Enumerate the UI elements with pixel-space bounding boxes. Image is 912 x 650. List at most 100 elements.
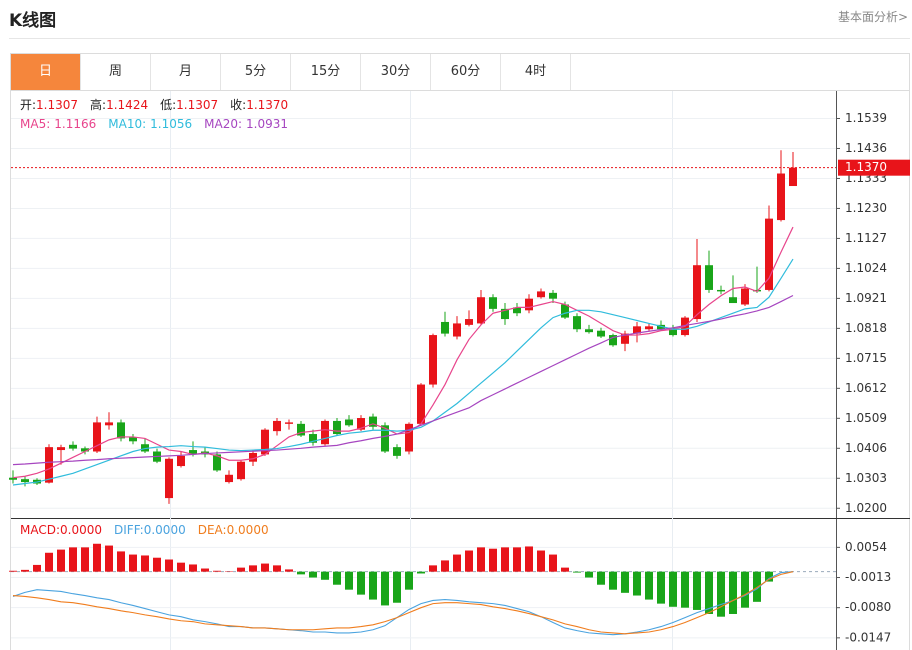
period-tab[interactable]: 月 <box>151 54 221 90</box>
macd-bar <box>69 547 77 572</box>
candle-body <box>81 448 89 452</box>
info-value: 1.1370 <box>246 98 288 112</box>
candle-body <box>717 289 725 292</box>
y-tick-label: 1.0612 <box>845 381 887 395</box>
fundamental-link[interactable]: 基本面分析> <box>837 10 908 24</box>
y-tick-label: 1.1127 <box>845 231 887 245</box>
info-value: 1.1424 <box>106 98 148 112</box>
period-tab[interactable]: 周 <box>81 54 151 90</box>
y-tick-label: -0.0013 <box>845 570 891 584</box>
period-tab[interactable]: 30分 <box>361 54 431 90</box>
candle-body <box>729 297 737 304</box>
macd-bar <box>429 565 437 572</box>
macd-bar <box>177 562 185 572</box>
y-tick-label: 1.1539 <box>845 111 887 125</box>
candle-body <box>501 308 509 320</box>
macd-bar <box>297 571 305 575</box>
period-tab[interactable]: 5分 <box>221 54 291 90</box>
candle-body <box>69 444 77 449</box>
macd-bar <box>381 571 389 606</box>
macd-bar <box>141 555 149 572</box>
page-title: K线图 <box>9 11 57 31</box>
macd-bar <box>693 571 701 610</box>
macd-bar <box>261 563 269 572</box>
candle-body <box>789 167 797 187</box>
legend-value: 1.0931 <box>246 117 288 131</box>
macd-bar <box>189 564 197 572</box>
macd-bar <box>201 568 209 572</box>
candle-body <box>669 327 677 336</box>
macd-bar <box>369 571 377 600</box>
legend-name: MA20: <box>204 117 242 131</box>
macd-bar <box>273 565 281 572</box>
candle-body <box>165 458 173 499</box>
candle-body <box>741 288 749 305</box>
candle-body <box>381 425 389 452</box>
period-tab[interactable]: 日 <box>11 54 81 90</box>
info-label: 开: <box>20 98 36 112</box>
candle-body <box>189 450 197 455</box>
macd-bar <box>585 571 593 578</box>
candle-body <box>45 447 53 483</box>
y-tick-label: 1.0200 <box>845 501 887 515</box>
macd-bar <box>21 569 29 572</box>
y-tick-label: 1.0406 <box>845 441 887 455</box>
macd-bar <box>309 571 317 578</box>
macd-bar <box>81 547 89 572</box>
macd-bar <box>537 550 545 572</box>
candle-body <box>693 265 701 320</box>
info-label: 收: <box>230 98 246 112</box>
info-label: 高: <box>90 97 106 112</box>
candle-body <box>633 326 641 334</box>
macd-bar <box>717 571 725 617</box>
macd-bar <box>285 569 293 572</box>
period-tab[interactable]: 4时 <box>501 54 571 90</box>
candle-body <box>57 447 65 451</box>
macd-bar <box>345 571 353 590</box>
y-tick-label: 1.0715 <box>845 351 887 365</box>
macd-bar <box>357 571 365 595</box>
candle-body <box>225 474 233 483</box>
y-tick-label: 1.1436 <box>845 141 887 155</box>
candle-body <box>489 297 497 309</box>
candle-body <box>609 335 617 346</box>
panel-frame <box>10 53 910 650</box>
y-tick-label: 1.1024 <box>845 261 887 275</box>
macd-bar <box>609 571 617 590</box>
candle-body <box>213 454 221 471</box>
candle-body <box>357 418 365 430</box>
y-tick-label: 1.1230 <box>845 201 887 215</box>
macd-bar <box>525 546 533 572</box>
macd-bar <box>117 551 125 572</box>
candle-body <box>261 429 269 455</box>
ma-line <box>12 258 794 486</box>
legend-name: MA5: <box>20 117 50 131</box>
y-tick-label: 1.0509 <box>845 411 887 425</box>
macd-bar <box>237 567 245 572</box>
candle-body <box>705 265 713 290</box>
candle-body <box>369 416 377 427</box>
period-tab[interactable]: 60分 <box>431 54 501 90</box>
macd-bar <box>465 550 473 572</box>
macd-bar <box>573 571 581 573</box>
macd-bar <box>33 564 41 572</box>
info-value: 1.1307 <box>36 98 78 112</box>
legend-value: 0.0000 <box>227 523 269 537</box>
macd-bar <box>213 570 221 572</box>
macd-bar <box>417 571 425 574</box>
macd-bar <box>633 571 641 596</box>
macd-line <box>12 571 794 636</box>
candle-body <box>333 420 341 435</box>
candle-body <box>9 477 17 480</box>
macd-bar <box>501 547 509 572</box>
candle-body <box>141 444 149 452</box>
y-tick-label: -0.0080 <box>845 600 891 614</box>
macd-bar <box>597 571 605 585</box>
legend-value: 0.0000 <box>60 523 102 537</box>
candle-body <box>537 291 545 298</box>
candle-body <box>393 447 401 456</box>
period-tab[interactable]: 15分 <box>291 54 361 90</box>
macd-bar <box>681 571 689 608</box>
ohlc-info: 开:1.1307 高:1.1424 低:1.1307 收:1.1370 <box>20 97 288 112</box>
